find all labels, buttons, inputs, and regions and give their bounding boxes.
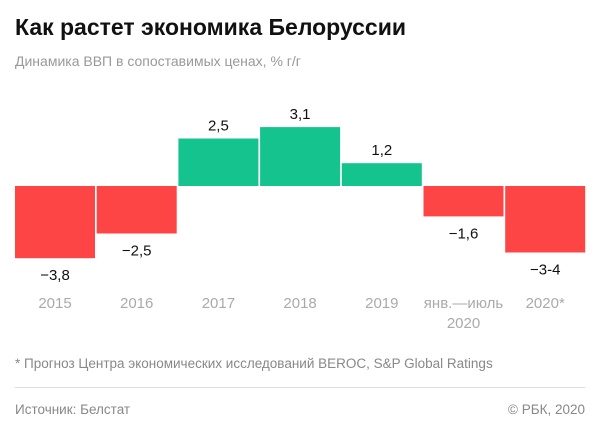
- copyright-text: © РБК, 2020: [508, 402, 585, 417]
- value-label-6: −3-4: [530, 262, 560, 279]
- value-label-5: −1,6: [449, 225, 479, 242]
- bar-6: [505, 186, 586, 253]
- footnote: * Прогноз Центра экономических исследова…: [15, 356, 493, 371]
- bar-0: [15, 186, 95, 259]
- value-label-1: −2,5: [122, 243, 152, 260]
- category-label-4: 2019: [365, 295, 398, 312]
- value-label-2: 2,5: [208, 118, 229, 135]
- category-label-2: 2017: [202, 295, 235, 312]
- bar-1: [96, 186, 177, 234]
- value-label-3: 3,1: [290, 106, 311, 123]
- chart-title: Как растет экономика Белоруссии: [15, 14, 406, 40]
- bar-2: [178, 138, 259, 186]
- category-label-6: 2020*: [526, 295, 565, 312]
- category-label-3: 2018: [283, 295, 316, 312]
- bar-4: [341, 163, 422, 186]
- category-label-0: 2015: [38, 295, 71, 312]
- bar-5: [423, 186, 504, 217]
- category-label-5: 2020: [447, 315, 480, 332]
- source-text: Источник: Белстат: [15, 402, 131, 417]
- value-label-4: 1,2: [371, 142, 392, 159]
- value-label-0: −3,8: [40, 267, 70, 284]
- bar-chart: −3,8 2015 −2,5 2016 2,5 2017 3,1 2018 1,2 2019 −1,…: [15, 106, 586, 332]
- category-label-5: янв.—июль: [424, 295, 504, 312]
- bar-3: [260, 127, 341, 186]
- category-label-1: 2016: [120, 295, 153, 312]
- divider: [15, 387, 585, 388]
- chart-subtitle: Динамика ВВП в сопоставимых ценах, % г/г: [15, 53, 301, 69]
